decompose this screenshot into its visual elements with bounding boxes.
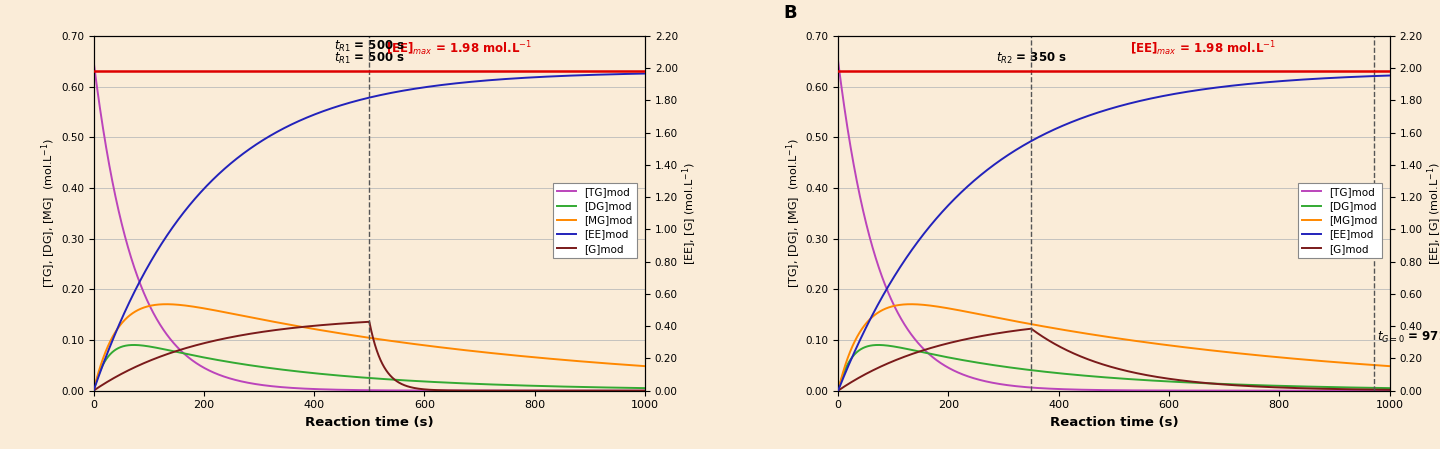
Text: $t_{R2}$ = 350 s: $t_{R2}$ = 350 s — [995, 51, 1067, 66]
Text: $t_{R1}$ = 500 s: $t_{R1}$ = 500 s — [334, 51, 405, 66]
Text: $t_{R1}$ = 500 s: $t_{R1}$ = 500 s — [334, 39, 405, 53]
X-axis label: Reaction time (s): Reaction time (s) — [1050, 416, 1178, 429]
Text: B: B — [783, 4, 796, 22]
Legend: [TG]mod, [DG]mod, [MG]mod, [EE]mod, [G]mod: [TG]mod, [DG]mod, [MG]mod, [EE]mod, [G]m… — [553, 183, 636, 258]
Y-axis label: [EE], [G] (mol.L$^{-1}$): [EE], [G] (mol.L$^{-1}$) — [681, 162, 700, 264]
Text: [EE]$_{max}$ = 1.98 mol.L$^{-1}$: [EE]$_{max}$ = 1.98 mol.L$^{-1}$ — [386, 40, 531, 58]
X-axis label: Reaction time (s): Reaction time (s) — [305, 416, 433, 429]
Text: [EE]$_{max}$ = 1.98 mol.L$^{-1}$: [EE]$_{max}$ = 1.98 mol.L$^{-1}$ — [1130, 40, 1276, 58]
Y-axis label: [TG], [DG], [MG]  (mol.L$^{-1}$): [TG], [DG], [MG] (mol.L$^{-1}$) — [40, 138, 58, 288]
Y-axis label: [TG], [DG], [MG]  (mol.L$^{-1}$): [TG], [DG], [MG] (mol.L$^{-1}$) — [785, 138, 802, 288]
Legend: [TG]mod, [DG]mod, [MG]mod, [EE]mod, [G]mod: [TG]mod, [DG]mod, [MG]mod, [EE]mod, [G]m… — [1297, 183, 1381, 258]
Y-axis label: [EE], [G] (mol.L$^{-1}$): [EE], [G] (mol.L$^{-1}$) — [1426, 162, 1440, 264]
Text: $t_{G=0}$ = 972 s: $t_{G=0}$ = 972 s — [1377, 330, 1440, 345]
